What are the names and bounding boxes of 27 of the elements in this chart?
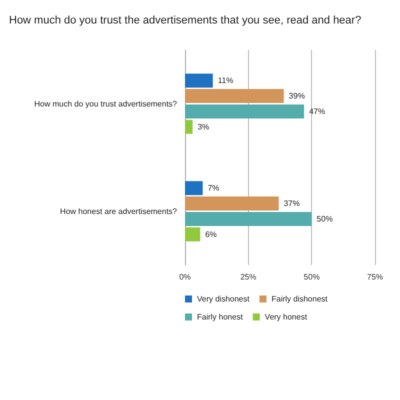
data-label: 6% — [205, 230, 217, 239]
data-label: 11% — [218, 76, 234, 86]
bar — [185, 196, 279, 211]
legend-label: Very honest — [264, 312, 308, 322]
bar — [185, 74, 213, 88]
x-tick-label: 50% — [304, 272, 320, 282]
bar — [185, 181, 203, 196]
x-tick-label: 75% — [366, 272, 384, 282]
bar — [185, 212, 312, 226]
data-label: 3% — [198, 122, 210, 132]
data-label: 47% — [309, 106, 326, 116]
legend-label: Fairly dishonest — [271, 294, 328, 304]
y-tick-label: How much do you trust advertisements? — [34, 99, 178, 108]
bar — [185, 227, 200, 242]
legend-label: Fairly honest — [197, 312, 244, 322]
bar — [185, 89, 284, 104]
bar — [185, 104, 304, 118]
y-tick-label: How honest are advertisements? — [60, 206, 178, 216]
data-label: 50% — [316, 214, 333, 224]
x-tick-label: 25% — [240, 272, 256, 282]
data-label: 37% — [284, 199, 300, 208]
data-label: 39% — [288, 92, 305, 101]
chart-title: How much do you trust the advertisements that you see, read and hear? — [9, 14, 362, 26]
legend-label: Very dishonest — [197, 294, 250, 304]
bar — [185, 120, 193, 134]
data-label: 7% — [208, 184, 220, 193]
x-tick-label: 0% — [179, 272, 191, 282]
